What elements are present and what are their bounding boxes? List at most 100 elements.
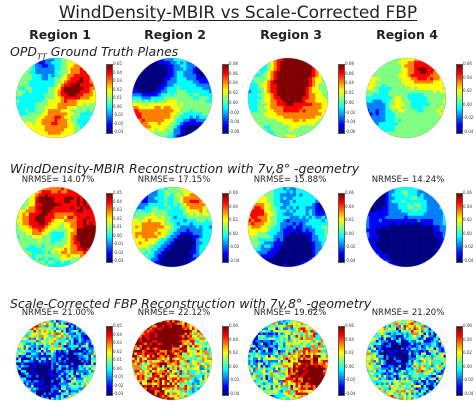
colorbar-tick-label: -0.04 bbox=[463, 129, 474, 134]
colorbar-tick-label: -0.04 bbox=[345, 391, 356, 396]
column-header-region-2: Region 2 bbox=[144, 27, 206, 42]
field-map bbox=[365, 186, 447, 268]
colorbar-tick-label: 0.06 bbox=[345, 190, 354, 195]
colorbar-tick-label: 0.00 bbox=[113, 232, 122, 238]
colorbar-tick-label: 0.03 bbox=[113, 207, 122, 212]
colorbar-tick-label: 0.05 bbox=[113, 61, 122, 66]
colorbar-tick-label: 0.00 bbox=[113, 365, 122, 371]
colorbar-tick-label: -0.02 bbox=[229, 109, 240, 115]
colorbar-tick-label: 0.03 bbox=[113, 340, 122, 345]
nrmse-label: NRMSE= 15.88% bbox=[253, 175, 327, 185]
colorbar-tick-label: 0.04 bbox=[345, 336, 354, 342]
colorbar-tick-label: -0.02 bbox=[345, 109, 356, 115]
colorbar bbox=[456, 193, 463, 263]
colorbar-tick-label: 0.00 bbox=[463, 101, 472, 107]
colorbar-tick-label: 0.02 bbox=[229, 90, 238, 96]
colorbar bbox=[456, 64, 463, 134]
colorbar-tick-label: 0.05 bbox=[113, 323, 122, 328]
colorbar-tick-label: 0.06 bbox=[229, 323, 238, 328]
colorbar bbox=[338, 193, 345, 263]
colorbar-tick-label: 0.00 bbox=[229, 363, 238, 369]
colorbar bbox=[106, 193, 113, 263]
colorbar-tick-label: 0.06 bbox=[345, 323, 354, 328]
colorbar-tick-label: -0.04 bbox=[345, 119, 356, 125]
colorbar-tick-label: 0.04 bbox=[229, 80, 238, 86]
colorbar-ticks: 0.05 0.04 0.03 0.02 0.01 0.00 -0.01 -0.02 -0.03 bbox=[113, 62, 133, 134]
colorbar-tick-label: -0.02 bbox=[113, 249, 124, 255]
section-title-ground-truth: OPDTT Ground Truth Planes bbox=[10, 44, 179, 62]
colorbar bbox=[222, 64, 229, 134]
colorbar-tick-label: 0.04 bbox=[345, 203, 354, 209]
colorbar-tick-label: 0.00 bbox=[345, 99, 354, 105]
colorbar-tick-label: -0.06 bbox=[345, 129, 356, 134]
colorbar-tick-label: -0.02 bbox=[463, 377, 474, 383]
column-header-region-1: Region 1 bbox=[29, 27, 91, 42]
figure-title: WindDensity-MBIR vs Scale-Corrected FBP bbox=[58, 3, 418, 23]
colorbar-tick-label: 0.06 bbox=[229, 190, 238, 195]
colorbar-tick-label: 0.00 bbox=[345, 363, 354, 369]
colorbar-tick-label: -0.02 bbox=[345, 377, 356, 383]
colorbar-tick-label: -0.04 bbox=[463, 258, 474, 263]
field-map bbox=[247, 57, 329, 139]
field-map bbox=[247, 319, 329, 401]
colorbar-ticks: 0.06 0.04 0.02 0.00 -0.02 -0.04 bbox=[229, 324, 249, 396]
field-map bbox=[15, 319, 97, 401]
colorbar-tick-label: 0.00 bbox=[229, 99, 238, 105]
colorbar-tick-label: 0.04 bbox=[229, 203, 238, 209]
colorbar-tick-label: -0.02 bbox=[229, 377, 240, 383]
nrmse-label: NRMSE= 17.15% bbox=[137, 175, 211, 185]
field-map bbox=[131, 319, 213, 401]
colorbar-tick-label: -0.02 bbox=[113, 382, 124, 388]
colorbar-tick-label: 0.06 bbox=[463, 323, 472, 328]
colorbar bbox=[222, 326, 229, 396]
colorbar-tick-label: -0.02 bbox=[113, 120, 124, 126]
colorbar-tick-label: -0.02 bbox=[229, 244, 240, 250]
colorbar-tick-label: 0.02 bbox=[463, 88, 472, 94]
colorbar-tick-label: -0.01 bbox=[113, 241, 124, 246]
column-header-region-4: Region 4 bbox=[376, 27, 438, 42]
nrmse-label: NRMSE= 14.24% bbox=[371, 175, 445, 185]
colorbar-ticks: 0.06 0.04 0.02 0.00 -0.02 -0.04 bbox=[345, 324, 365, 396]
colorbar-tick-label: -0.02 bbox=[463, 115, 474, 121]
nrmse-label: NRMSE= 22.12% bbox=[137, 308, 211, 318]
colorbar-tick-label: 0.04 bbox=[463, 203, 472, 209]
field-map bbox=[365, 57, 447, 139]
colorbar-tick-label: 0.06 bbox=[229, 70, 238, 76]
colorbar-tick-label: 0.02 bbox=[463, 350, 472, 356]
colorbar-tick-label: 0.06 bbox=[345, 70, 354, 76]
colorbar-tick-label: -0.04 bbox=[229, 258, 240, 263]
colorbar-ticks: 0.06 0.04 0.02 0.00 -0.02 -0.04 bbox=[463, 62, 476, 134]
section-title-fbp: Scale-Corrected FBP Reconstruction with … bbox=[10, 296, 372, 311]
colorbar-ticks: 0.06 0.04 0.02 0.00 -0.02 -0.04 bbox=[229, 191, 249, 263]
colorbar-ticks: 0.05 0.04 0.03 0.02 0.01 0.00 -0.01 -0.02 -0.03 bbox=[113, 324, 133, 396]
colorbar-tick-label: -0.04 bbox=[229, 119, 240, 125]
field-map bbox=[15, 57, 97, 139]
colorbar-tick-label: 0.03 bbox=[113, 78, 122, 83]
colorbar-tick-label: 0.02 bbox=[345, 217, 354, 223]
field-map bbox=[247, 186, 329, 268]
colorbar-tick-label: 0.00 bbox=[345, 230, 354, 236]
colorbar-tick-label: 0.02 bbox=[229, 350, 238, 356]
colorbar-tick-label: 0.00 bbox=[229, 230, 238, 236]
colorbar-tick-label: 0.04 bbox=[113, 69, 122, 75]
nrmse-label: NRMSE= 19.62% bbox=[253, 308, 327, 318]
colorbar-tick-label: -0.06 bbox=[229, 129, 240, 134]
nrmse-label: NRMSE= 21.20% bbox=[371, 308, 445, 318]
colorbar-tick-label: -0.03 bbox=[113, 129, 124, 134]
colorbar-tick-label: 0.02 bbox=[113, 215, 122, 221]
colorbar bbox=[222, 193, 229, 263]
colorbar-tick-label: 0.04 bbox=[113, 198, 122, 204]
colorbar-tick-label: 0.02 bbox=[113, 348, 122, 354]
colorbar-tick-label: -0.02 bbox=[345, 244, 356, 250]
colorbar-tick-label: 0.08 bbox=[229, 61, 238, 66]
colorbar-tick-label: 0.05 bbox=[113, 190, 122, 195]
colorbar-ticks: 0.06 0.04 0.02 0.00 -0.02 -0.04 bbox=[345, 191, 365, 263]
colorbar-tick-label: -0.03 bbox=[113, 258, 124, 263]
colorbar-tick-label: 0.06 bbox=[463, 61, 472, 66]
colorbar bbox=[338, 64, 345, 134]
colorbar-ticks: 0.08 0.06 0.04 0.02 0.00 -0.02 -0.04 -0.06 bbox=[345, 62, 365, 134]
colorbar-tick-label: 0.04 bbox=[113, 331, 122, 337]
colorbar-tick-label: 0.00 bbox=[463, 230, 472, 236]
colorbar-tick-label: 0.00 bbox=[113, 103, 122, 109]
colorbar-tick-label: 0.04 bbox=[229, 336, 238, 342]
